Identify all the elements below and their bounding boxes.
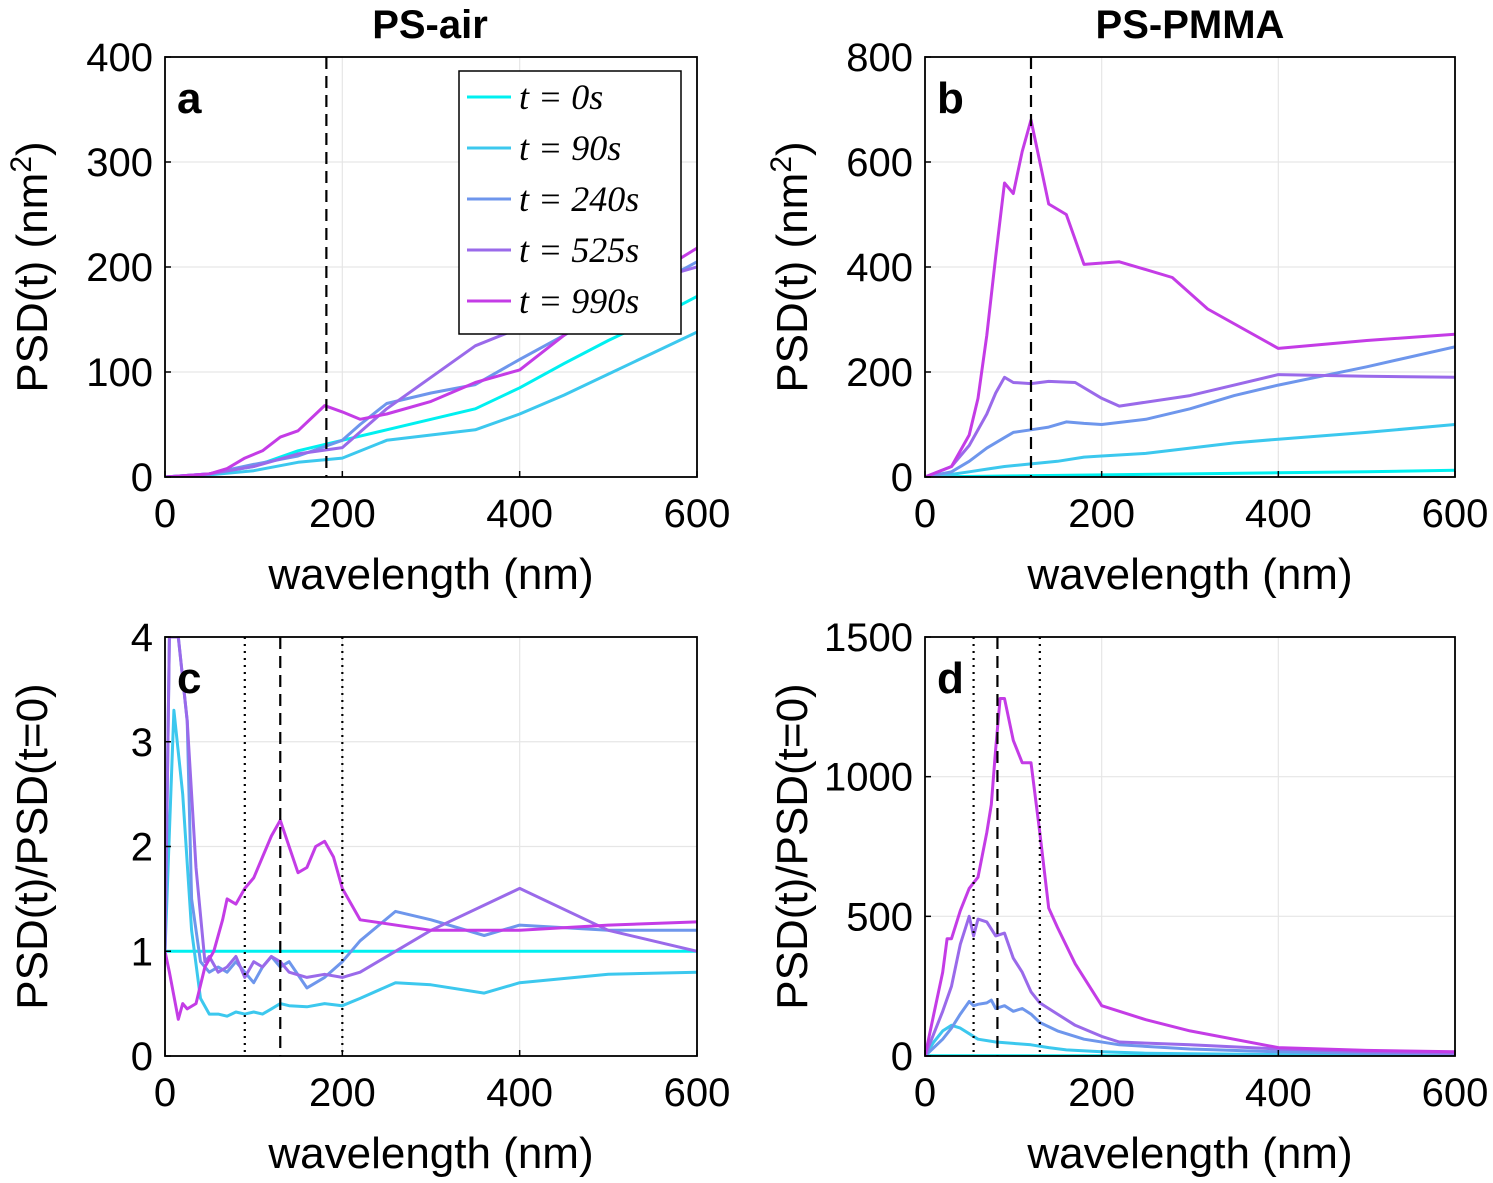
x-tick-label: 0 — [154, 492, 176, 536]
x-tick-label: 0 — [914, 1071, 936, 1115]
y-axis-label-main: PSD(t) (nm — [8, 173, 57, 393]
x-tick-label: 600 — [1422, 492, 1489, 536]
y-tick-label: 0 — [891, 1035, 913, 1079]
series-line-t-240s — [925, 998, 1455, 1056]
legend-entry: t = 90s — [519, 128, 621, 168]
x-tick-label: 200 — [1068, 492, 1135, 536]
series-line-t-90s — [165, 708, 697, 1018]
panel-letter: b — [937, 74, 964, 123]
y-axis-label-main: PSD(t)/PSD(t=0) — [8, 683, 57, 1009]
y-tick-label: 2 — [131, 826, 153, 870]
y-tick-label: 400 — [86, 36, 153, 80]
x-tick-label: 400 — [486, 1071, 553, 1115]
series-line-t-990s — [925, 118, 1455, 477]
x-tick-label: 200 — [309, 1071, 376, 1115]
panel-a: 0 200 400 600 0 100 200 300 400 wavelength (nm) PS… — [5, 36, 730, 599]
y-axis-label-main: PSD(t)/PSD(t=0) — [768, 683, 817, 1009]
series-line-t-240s — [925, 345, 1455, 477]
y-tick-label: 200 — [846, 351, 913, 395]
series-line-t-525s — [925, 373, 1455, 477]
y-axis-label: PSD(t) (nm2) — [5, 141, 57, 392]
legend: t = 0s t = 90s t = 240s t = 525s t = 990s — [458, 70, 682, 335]
y-tick-label: 600 — [846, 141, 913, 185]
legend-entry: t = 0s — [519, 77, 603, 117]
x-axis-label: wavelength (nm) — [267, 550, 593, 599]
x-tick-label: 400 — [486, 492, 553, 536]
y-tick-label: 3 — [131, 721, 153, 765]
y-tick-label: 200 — [86, 246, 153, 290]
column-title-ps-air: PS-air — [372, 3, 488, 47]
x-tick-label: 200 — [309, 492, 376, 536]
axes-frame — [924, 636, 1456, 1057]
panel-letter: c — [177, 654, 201, 703]
panel-c: 0 200 400 600 0 1 2 3 4 wavelength (nm) PSD(t)/PSD… — [8, 616, 730, 1178]
y-axis-label: PSD(t)/PSD(t=0) — [8, 683, 57, 1009]
y-tick-label: 0 — [131, 456, 153, 500]
panel-d: 0 200 400 600 0 500 1000 1500 wavelength (nm) PSD… — [768, 616, 1488, 1178]
x-tick-label: 600 — [1422, 1071, 1489, 1115]
x-axis-label: wavelength (nm) — [267, 1129, 593, 1178]
y-tick-label: 300 — [86, 141, 153, 185]
x-tick-label: 400 — [1245, 492, 1312, 536]
legend-entry: t = 525s — [519, 230, 639, 270]
y-tick-label: 1000 — [824, 756, 913, 800]
y-axis-label-main: PSD(t) (nm — [768, 173, 817, 393]
series-line-t-0s — [925, 468, 1455, 477]
x-tick-label: 200 — [1068, 1071, 1135, 1115]
x-tick-label: 600 — [664, 1071, 731, 1115]
y-tick-label: 400 — [846, 246, 913, 290]
y-axis-label-tail: ) — [768, 141, 817, 156]
y-tick-label: 500 — [846, 895, 913, 939]
panel-letter: a — [177, 74, 202, 123]
series-line-t-90s — [165, 330, 697, 477]
series-line-t-990s — [165, 818, 697, 1021]
y-tick-label: 4 — [131, 616, 153, 660]
panel-letter: d — [937, 654, 964, 703]
y-axis-label-sup: 2 — [5, 156, 38, 173]
x-axis-label: wavelength (nm) — [1026, 550, 1352, 599]
series-line-t-90s — [925, 423, 1455, 477]
plot-area — [925, 637, 1455, 1056]
column-title-ps-pmma: PS-PMMA — [1096, 3, 1285, 47]
x-tick-label: 0 — [154, 1071, 176, 1115]
legend-entry: t = 990s — [519, 281, 639, 321]
y-tick-label: 0 — [891, 456, 913, 500]
x-tick-label: 400 — [1245, 1071, 1312, 1115]
series-line-t-90s — [925, 1023, 1455, 1056]
x-tick-label: 600 — [664, 492, 731, 536]
y-tick-label: 1 — [131, 930, 153, 974]
x-tick-label: 0 — [914, 492, 936, 536]
y-axis-label: PSD(t) (nm2) — [765, 141, 817, 392]
y-axis-label: PSD(t)/PSD(t=0) — [768, 683, 817, 1009]
series-line-t-990s — [925, 697, 1455, 1056]
x-axis-label: wavelength (nm) — [1026, 1129, 1352, 1178]
legend-box — [458, 70, 682, 335]
series-group — [165, 637, 697, 1021]
y-tick-label: 100 — [86, 351, 153, 395]
y-tick-label: 0 — [131, 1035, 153, 1079]
series-group — [925, 118, 1455, 477]
panel-b: 0 200 400 600 0 200 400 600 800 wavelength (nm) PS… — [765, 36, 1488, 599]
y-tick-label: 1500 — [824, 616, 913, 660]
series-line-t-525s — [925, 914, 1455, 1056]
series-line-t-525s — [165, 637, 697, 979]
y-axis-label-tail: ) — [8, 141, 57, 156]
y-axis-label-sup: 2 — [765, 156, 798, 173]
legend-entry: t = 240s — [519, 179, 639, 219]
y-tick-label: 800 — [846, 36, 913, 80]
